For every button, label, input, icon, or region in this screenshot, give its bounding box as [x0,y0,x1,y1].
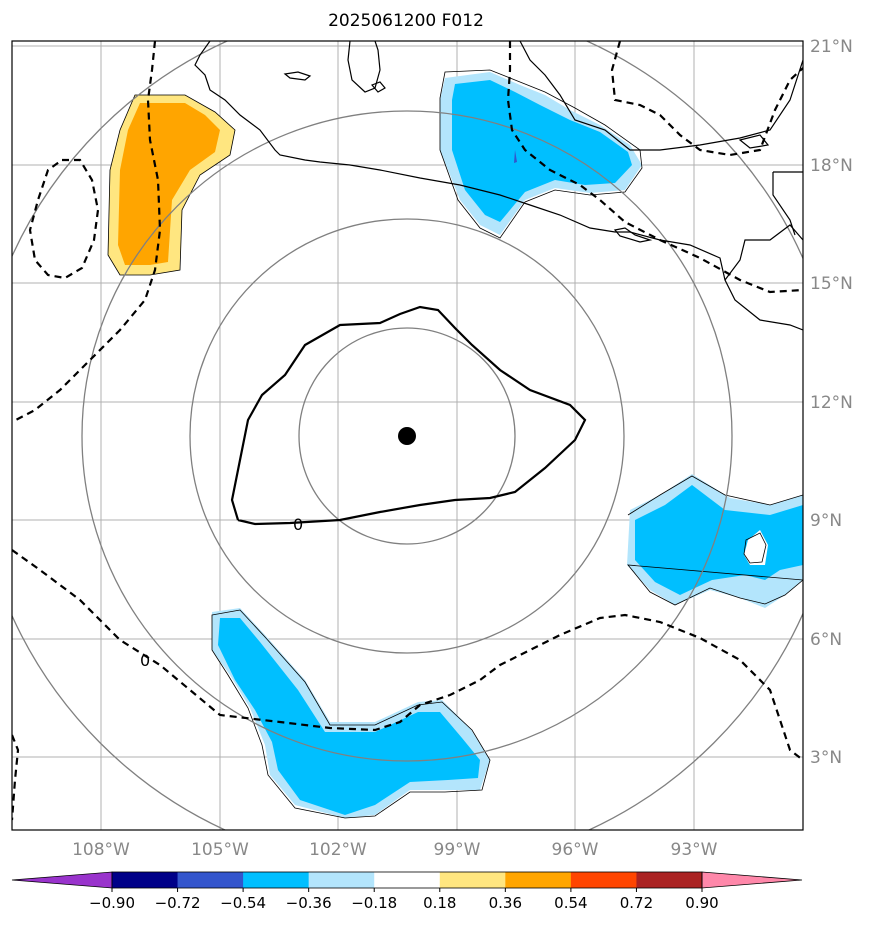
lon-label: 105°W [191,840,249,860]
shading-outlines [107,69,803,819]
hole-region-e [744,530,768,565]
lat-label: 3°N [810,748,842,768]
negative-region-ne-inner [452,80,632,222]
contour-label-zero: 0 [293,515,303,534]
solid-zero-contour [230,305,587,526]
lat-label: 18°N [810,156,853,176]
storm-center-dot [398,427,416,445]
negative-region-e-inner [635,485,803,595]
colorbar-segment [308,872,375,888]
colorbar-tick-label: −0.18 [351,894,397,912]
lat-label: 12°N [810,393,853,413]
colorbar-labels: −0.90 −0.72 −0.54 −0.36 −0.18 0.18 0.36 0.54 0.7… [89,888,719,912]
colorbar-segment [243,872,310,888]
latitude-labels: 21°N 18°N 15°N 12°N 9°N 6°N 3°N [810,37,853,768]
lon-label: 99°W [434,840,481,860]
lat-label: 6°N [810,630,842,650]
longitude-labels: 108°W 105°W 102°W 99°W 96°W 93°W [72,840,718,860]
colorbar-tick-label: −0.54 [220,894,266,912]
map-area: 0 0 [12,41,803,830]
colorbar-tick-label: 0.54 [554,894,587,912]
colorbar-segment [636,872,703,888]
lon-label: 96°W [552,840,599,860]
coastlines [194,41,803,331]
colorbar-segment [374,872,441,888]
dashed-contours [12,41,803,821]
figure-title: 2025061200 F012 [328,11,484,31]
colorbar-frame [111,871,703,889]
negative-region-sw-inner [218,618,480,815]
colorbar-tick-label: −0.72 [155,894,201,912]
colorbar-segment [112,872,179,888]
colorbar-tick-label: 0.72 [620,894,653,912]
lon-label: 102°W [309,840,367,860]
small-negative-mark [514,150,517,163]
colorbar-tick-label: 0.18 [423,894,456,912]
lat-label: 21°N [810,37,853,57]
colorbar-segment [177,872,244,888]
colorbar-segment [570,872,637,888]
colorbar-tick-label: 0.36 [489,894,522,912]
colorbar [11,871,803,889]
colorbar-segment [505,872,572,888]
colorbar-extend-low [11,871,113,889]
lon-label: 93°W [671,840,718,860]
colorbar-extend-high [701,871,803,889]
lat-label: 9°N [810,511,842,531]
colorbar-tick-label: −0.36 [286,894,332,912]
map-frame [11,40,804,831]
lat-label: 15°N [810,274,853,294]
contour-label-zero-dashed: 0 [140,651,150,670]
positive-region-inner [118,103,220,265]
colorbar-segment [439,872,506,888]
colorbar-tick-label: 0.90 [685,894,718,912]
colorbar-tick-label: −0.90 [89,894,135,912]
lon-label: 108°W [72,840,130,860]
range-rings [12,41,803,830]
